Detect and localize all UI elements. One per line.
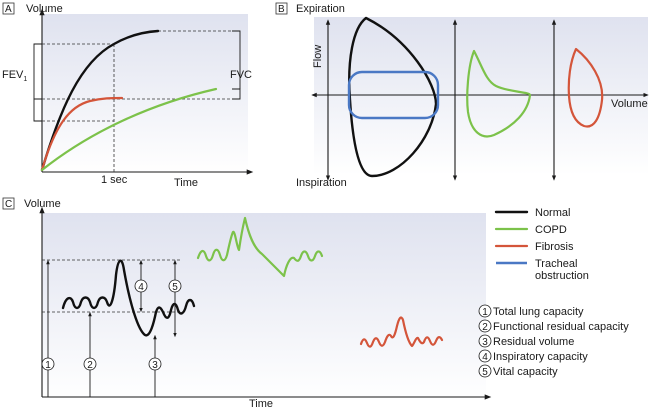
svg-text:Vital capacity: Vital capacity — [493, 366, 558, 378]
svg-text:3: 3 — [152, 360, 158, 371]
legend-item-tracheal-obstruction: Tracheal obstruction — [496, 258, 589, 282]
legend-item-fibrosis: Fibrosis — [494, 241, 574, 253]
panel-a-letter: A — [5, 4, 12, 15]
svg-text:5: 5 — [482, 367, 488, 378]
svg-text:Inspiratory capacity: Inspiratory capacity — [493, 351, 588, 363]
capacity-item-residual-volume: 3 Residual volume — [478, 334, 574, 348]
panel-b-inspiration-label: Inspiration — [296, 177, 347, 189]
svg-text:Total lung capacity: Total lung capacity — [493, 306, 584, 318]
svg-text:Functional residual capacity: Functional residual capacity — [493, 321, 629, 333]
svg-text:4: 4 — [138, 282, 144, 293]
svg-text:3: 3 — [482, 337, 488, 348]
panel-b-fibrosis-loop — [567, 47, 604, 128]
panel-a-spirogram: A Volume Time 1 sec FEV1 FVC — [2, 2, 254, 189]
capacity-item-total-lung-capacity: 1 Total lung capacity — [478, 304, 584, 318]
panel-b-normal-loop — [348, 16, 438, 178]
panel-a-y-axis-label: Volume — [26, 3, 63, 15]
panel-a-letter-box — [2, 2, 15, 15]
capacity-item-inspiratory-capacity: 4 Inspiratory capacity — [478, 349, 588, 363]
panel-b-expiration-label: Expiration — [296, 3, 345, 15]
svg-text:1: 1 — [45, 360, 51, 371]
panel-c-letter: C — [5, 199, 12, 210]
panel-c-background — [42, 213, 486, 400]
panel-b-background — [314, 17, 648, 175]
svg-text:2: 2 — [482, 322, 488, 333]
panel-a-fibrosis-curve — [40, 96, 124, 172]
svg-text:Fibrosis: Fibrosis — [535, 241, 574, 253]
panel-b-tracheal-loop — [347, 70, 440, 120]
svg-text:2: 2 — [87, 360, 93, 371]
panel-a-fev1-bracket-copd — [33, 98, 42, 122]
panel-c-marker-1: 1 — [41, 357, 55, 371]
panel-b-flow-label: Flow — [312, 45, 324, 68]
panel-c-lung-volumes: C Volume Time 1 2 3 4 5 — [2, 197, 492, 409]
panel-c-letter-box — [2, 197, 15, 210]
panel-a-fvc-bracket-copd — [232, 88, 241, 100]
panel-a-1sec-label: 1 sec — [101, 174, 128, 186]
panel-b-copd-loop — [466, 49, 532, 138]
panel-a-copd-curve — [40, 87, 218, 172]
panel-a-x-axis-label: Time — [174, 177, 198, 189]
panel-b-letter: B — [278, 4, 285, 15]
svg-text:5: 5 — [172, 282, 178, 293]
panel-c-copd-trace — [196, 216, 324, 278]
panel-b-volume-label: Volume — [611, 98, 648, 110]
panel-c-marker-3: 3 — [148, 357, 162, 371]
capacity-list: 1 Total lung capacity 2 Functional resid… — [478, 304, 629, 378]
panel-a-fvc-label: FVC — [230, 69, 252, 81]
panel-a-normal-curve — [40, 29, 160, 172]
legend: Normal COPD Fibrosis Tracheal obstruction — [494, 207, 589, 282]
panel-c-x-axis-label: Time — [249, 398, 273, 409]
panel-c-marker-5: 5 — [168, 279, 182, 293]
svg-text:1: 1 — [482, 307, 488, 318]
panel-c-marker-4: 4 — [134, 279, 148, 293]
legend-item-copd: COPD — [494, 224, 567, 236]
panel-c-fibrosis-trace — [359, 316, 444, 348]
capacity-item-functional-residual-capacity: 2 Functional residual capacity — [478, 319, 629, 333]
svg-text:Residual volume: Residual volume — [493, 336, 574, 348]
panel-b-letter-box — [275, 2, 288, 15]
panel-b-flow-volume-loops: B Expiration Inspiration Flow Volume — [275, 2, 649, 189]
capacity-item-vital-capacity: 5 Vital capacity — [478, 364, 558, 378]
panel-a-fev1-label: FEV1 — [2, 69, 27, 83]
svg-text:Normal: Normal — [535, 207, 570, 219]
panel-c-y-axis-label: Volume — [24, 198, 61, 210]
legend-item-normal: Normal — [494, 207, 570, 219]
panel-a-background — [42, 14, 248, 174]
panel-c-marker-2: 2 — [83, 357, 97, 371]
panel-a-fev1-bracket-normal — [33, 43, 42, 100]
svg-text:COPD: COPD — [535, 224, 567, 236]
svg-text:4: 4 — [482, 352, 488, 363]
panel-a-fvc-bracket-normal — [232, 30, 241, 89]
